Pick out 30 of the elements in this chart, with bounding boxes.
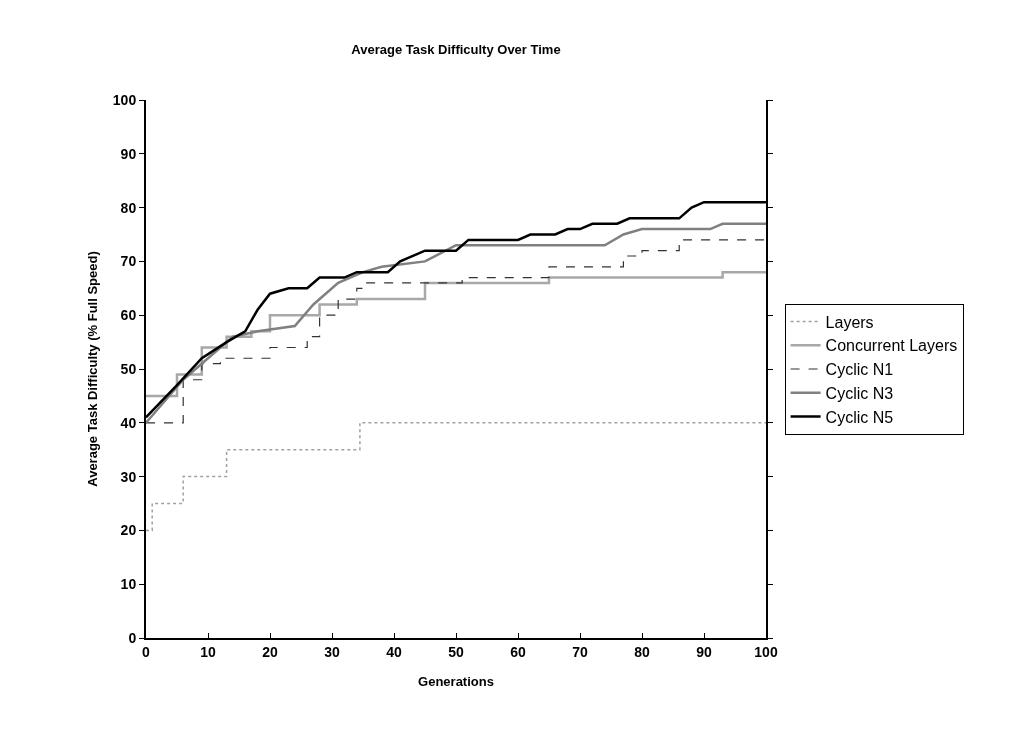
y-axis-title: Average Task Difficulty (% Full Speed) xyxy=(85,251,101,487)
x-tick-label: 0 xyxy=(142,643,151,660)
x-axis-title: Generations xyxy=(418,673,494,689)
x-tick-label: 80 xyxy=(634,643,650,660)
chart-title: Average Task Difficulty Over Time xyxy=(351,41,561,57)
x-tick-label: 20 xyxy=(262,643,278,660)
y-tick-label: 100 xyxy=(112,91,137,108)
legend-label: Concurrent Layers xyxy=(825,337,958,355)
y-tick-label: 90 xyxy=(120,145,137,162)
legend-label: Cyclic N1 xyxy=(825,361,894,379)
y-tick-label: 60 xyxy=(120,307,137,324)
y-tick-label: 0 xyxy=(128,629,137,646)
x-tick-label: 100 xyxy=(754,643,778,660)
y-tick-label: 10 xyxy=(120,576,137,593)
x-tick-label: 60 xyxy=(510,643,526,660)
y-tick-label: 80 xyxy=(120,199,137,216)
x-tick-label: 70 xyxy=(572,643,588,660)
y-tick-label: 40 xyxy=(120,414,137,431)
y-tick-label: 70 xyxy=(120,253,137,270)
x-tick-label: 10 xyxy=(200,643,216,660)
legend-label: Cyclic N5 xyxy=(825,408,894,426)
x-tick-label: 50 xyxy=(448,643,464,660)
x-tick-label: 30 xyxy=(324,643,340,660)
legend-label: Cyclic N3 xyxy=(825,385,894,403)
legend-label: Layers xyxy=(825,313,874,331)
y-tick-label: 50 xyxy=(120,360,137,377)
x-tick-label: 40 xyxy=(386,643,402,660)
y-tick-label: 30 xyxy=(120,468,137,485)
x-tick-label: 90 xyxy=(696,643,712,660)
y-tick-label: 20 xyxy=(120,522,137,539)
